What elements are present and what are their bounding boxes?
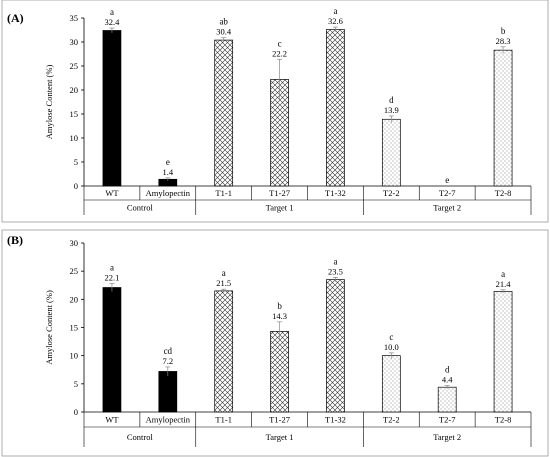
bar-t2-2 [381, 355, 401, 413]
y-axis-label: Amylose Content (%) [44, 65, 54, 140]
significance-letter: e [166, 157, 170, 167]
x-tick-label: Amylopectin [146, 188, 191, 198]
group-label: Target 2 [433, 203, 461, 213]
panel-label: (B) [7, 233, 23, 247]
group-label: Target 2 [433, 432, 461, 442]
y-tick-label: 15 [70, 109, 79, 119]
bar-t2-8 [493, 49, 513, 187]
bar-wt [102, 30, 122, 187]
bar-amylopectin [158, 371, 178, 413]
data-label: 10.0 [384, 342, 399, 352]
bar-t2-7 [437, 386, 457, 413]
significance-letter: a [501, 269, 505, 279]
y-tick-label: 30 [70, 238, 79, 248]
significance-letter: d [445, 365, 450, 375]
x-tick-label: T1-27 [269, 415, 290, 425]
significance-letter: a [333, 6, 337, 16]
x-tick-label: T2-2 [383, 188, 400, 198]
group-label: Target 1 [266, 432, 294, 442]
x-tick-label: Amylopectin [146, 415, 191, 425]
y-tick-label: 25 [70, 266, 79, 276]
y-tick-label: 0 [74, 407, 78, 417]
x-tick-label: T2-7 [439, 188, 456, 198]
y-tick-label: 30 [70, 37, 79, 47]
y-tick-label: 15 [70, 323, 79, 333]
y-axis-label: Amylose Content (%) [44, 290, 54, 365]
panel-frame [1, 0, 549, 223]
data-label: 22.1 [105, 273, 120, 283]
significance-letter: b [501, 26, 506, 36]
y-tick-label: 25 [70, 61, 79, 71]
x-tick-label: T2-8 [495, 415, 512, 425]
data-label: 32.6 [328, 16, 343, 26]
x-tick-label: T1-27 [269, 188, 290, 198]
x-tick-label: WT [105, 415, 119, 425]
panel-frame [1, 229, 549, 457]
y-tick-label: 10 [70, 133, 79, 143]
significance-letter: b [277, 301, 282, 311]
data-label: 21.5 [216, 278, 231, 288]
x-tick-label: WT [105, 188, 119, 198]
x-tick-label: T1-1 [215, 415, 232, 425]
data-label: 4.4 [442, 375, 453, 385]
bar-t2-8 [493, 291, 513, 413]
significance-letter: a [333, 256, 337, 266]
group-label: Control [127, 203, 154, 213]
bar-t1-27 [270, 331, 289, 413]
bar-t1-1 [214, 290, 234, 413]
data-label: 21.4 [496, 279, 512, 289]
significance-letter: d [389, 95, 394, 105]
data-label: 28.3 [496, 36, 511, 46]
x-tick-label: T1-32 [325, 188, 346, 198]
y-tick-label: 0 [74, 181, 78, 191]
significance-letter: c [278, 38, 282, 48]
bar-t1-32 [326, 29, 345, 187]
y-tick-label: 35 [70, 13, 79, 23]
data-label: 30.4 [216, 27, 232, 37]
x-tick-label: T1-32 [325, 415, 346, 425]
group-label: Control [127, 432, 154, 442]
bar-t1-32 [326, 279, 345, 413]
y-tick-label: 20 [70, 85, 79, 95]
significance-letter: c [389, 332, 393, 342]
data-label: 13.9 [384, 105, 399, 115]
significance-letter: ab [219, 17, 228, 27]
significance-letter: a [110, 263, 114, 273]
significance-letter: cd [164, 346, 173, 356]
y-tick-label: 5 [74, 379, 78, 389]
data-label: 7.2 [163, 356, 174, 366]
data-label: 32.4 [105, 17, 121, 27]
significance-letter: e [445, 175, 449, 185]
chart-panel-1: (A) 0 5 10 15 20 25 30 35 Amylose Content (%) 32.4… [1, 0, 549, 223]
bar-wt [102, 287, 122, 413]
data-label: 1.4 [163, 167, 174, 177]
y-tick-label: 20 [70, 294, 79, 304]
x-tick-label: T1-1 [215, 188, 232, 198]
data-label: 22.2 [272, 48, 287, 58]
group-label: Target 1 [266, 203, 294, 213]
significance-letter: a [222, 268, 226, 278]
data-label: 14.3 [272, 311, 287, 321]
data-label: 23.5 [328, 266, 343, 276]
y-tick-label: 5 [74, 157, 78, 167]
significance-letter: a [110, 7, 114, 17]
bar-t1-1 [214, 39, 234, 187]
bar-t2-2 [381, 118, 401, 187]
panel-label: (A) [7, 11, 24, 25]
x-tick-label: T2-8 [495, 188, 512, 198]
x-tick-label: T2-2 [383, 415, 400, 425]
x-tick-label: T2-7 [439, 415, 456, 425]
y-tick-label: 10 [70, 351, 79, 361]
